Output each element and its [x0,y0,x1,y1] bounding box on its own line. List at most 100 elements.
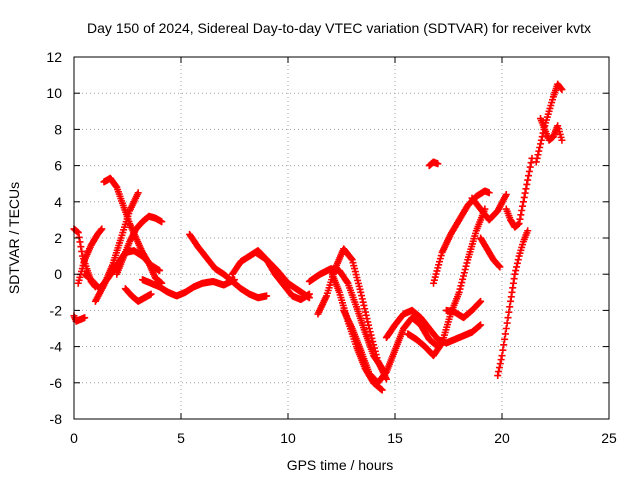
y-tick-label: 2 [54,230,62,246]
data-point [77,243,85,251]
data-point [514,256,522,264]
data-point [512,267,520,275]
data-point [459,272,467,280]
data-point [263,292,271,300]
series-arc-24 [494,227,532,380]
data-point [557,84,565,92]
data-point [98,225,106,233]
data-point [305,294,313,302]
data-point [461,265,469,273]
x-tick-label: 10 [280,430,296,446]
data-point [505,308,513,316]
data-point [511,270,519,278]
data-point [476,298,484,306]
data-point [523,180,531,188]
data-point [520,193,528,201]
data-point [485,189,493,197]
y-tick-label: -6 [50,375,63,391]
data-point [494,372,502,380]
axis-ticks: 0 5 10 15 20 25 -8 -6 -4 -2 0 2 4 6 8 10 12 [46,49,617,446]
data-point [534,151,542,159]
x-tick-label: 5 [177,430,185,446]
data-point [525,172,533,180]
data-point [76,238,84,246]
data-point [370,344,378,352]
x-tick-label: 20 [494,430,510,446]
data-point [506,303,514,311]
series-arc-27 [537,115,566,144]
data-point [499,346,507,354]
series-arc-8 [121,285,155,305]
data-point [378,386,386,394]
grid-lines [74,57,609,419]
y-tick-label: 8 [54,121,62,137]
series-arc-5 [91,189,142,305]
data-points [70,80,566,394]
data-point [370,341,378,349]
data-point [535,147,543,155]
data-point [502,325,510,332]
y-tick-label: 10 [46,85,62,101]
data-point [525,167,533,175]
y-tick-label: -2 [50,302,63,318]
data-point [558,136,566,144]
data-point [513,263,521,271]
y-tick-label: 6 [54,158,62,174]
data-point [368,334,376,342]
series-arc-23 [477,234,504,271]
data-point [500,341,508,349]
x-tick-label: 15 [387,430,403,446]
y-tick-label: 12 [46,49,62,65]
data-point [521,189,529,197]
data-point [524,176,532,184]
x-tick-label: 0 [70,430,78,446]
data-point [498,352,506,360]
series-arc-19 [425,158,442,170]
data-point [519,202,527,210]
series-arc-2 [70,312,89,325]
data-point [457,282,465,290]
series-arc-3 [74,225,106,287]
data-point [503,319,511,327]
data-point [97,226,105,234]
series-arc-22 [468,191,510,224]
data-point [78,247,86,255]
series-arc-21 [442,297,485,322]
data-point [501,330,509,338]
data-point [437,340,445,348]
data-point [518,206,526,214]
data-point [74,229,82,237]
data-point [526,163,534,171]
series-arc-10 [186,230,271,302]
x-axis-label: GPS time / hours [287,457,394,473]
data-point [462,262,470,270]
data-point [372,351,380,359]
series-arc-12 [252,248,313,302]
data-point [156,267,164,275]
series-arc-16 [340,306,442,387]
data-point [455,288,463,296]
data-point [463,259,471,267]
y-tick-label: -8 [50,411,63,427]
data-point [496,360,504,368]
series-arc-18 [404,205,489,360]
data-point [504,314,512,322]
data-point [513,259,521,267]
data-point [158,218,166,226]
data-point [516,215,524,223]
data-point [81,314,89,322]
series-arc-7 [113,212,166,278]
y-tick-label: -4 [50,339,63,355]
data-point [366,328,374,336]
x-tick-label: 25 [601,430,617,446]
data-point [456,285,464,293]
data-point [147,290,155,298]
data-point [134,189,142,197]
data-point [497,356,505,364]
data-point [524,227,532,235]
data-point [522,185,530,193]
data-point [373,354,381,362]
series-arc-20 [430,187,493,287]
series-arc-14 [314,245,390,383]
